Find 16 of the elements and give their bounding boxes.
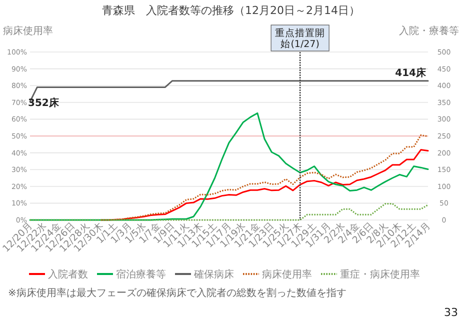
annotation: 352床 xyxy=(28,96,60,109)
legend-label: 入院者数 xyxy=(48,268,88,280)
y2-axis-title: 入院・療養等 xyxy=(399,25,459,37)
ref-line-label: 重点措置開始(1/27) xyxy=(275,27,326,50)
line-series xyxy=(29,112,429,221)
annotation: 414床 xyxy=(395,67,427,80)
line-series xyxy=(29,202,429,221)
legend-label: 重症・病床使用率 xyxy=(340,268,420,280)
legend-label: 宿泊療養等 xyxy=(116,268,166,280)
y-axis-title: 病床使用率 xyxy=(3,25,53,37)
text: 33 xyxy=(444,306,458,319)
text: ※病床使用率は最大フェーズの確保病床で入院者の総数を割った数値を指す xyxy=(8,287,346,299)
legend-label: 確保病床 xyxy=(193,268,234,280)
chart-title: 青森県 入院者数等の推移（12月20日～2月14日） xyxy=(102,4,360,17)
line-series xyxy=(100,134,429,221)
legend-label: 病床使用率 xyxy=(262,268,312,280)
